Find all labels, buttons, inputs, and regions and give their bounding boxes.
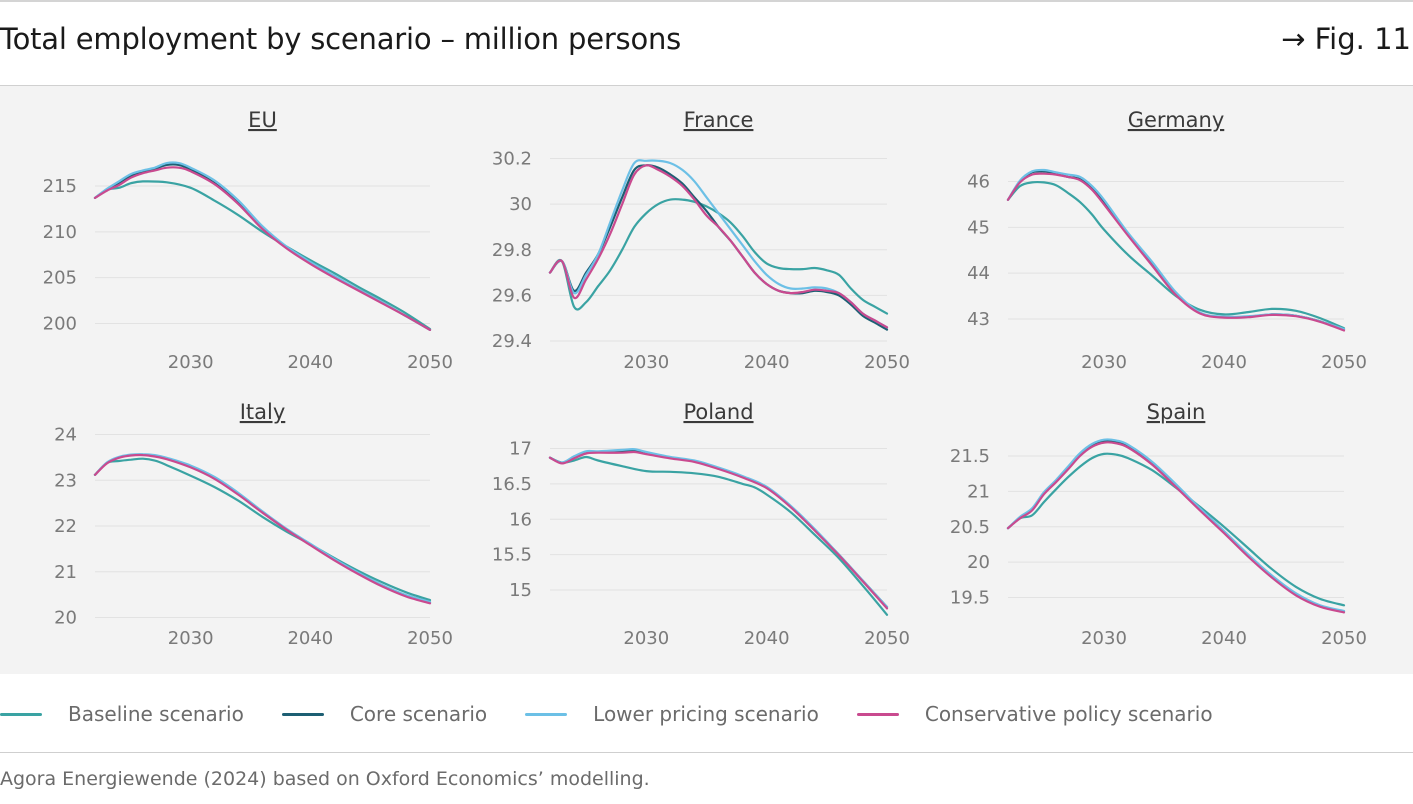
x-tick-label: 2030 xyxy=(1081,628,1127,649)
series-line-baseline-scenario xyxy=(1006,452,1346,607)
panel-poland: 15 15.5 16 16.5 17 2030 2040 2050 Poland xyxy=(492,400,910,649)
panel-title-france: France xyxy=(684,108,754,132)
x-tick-label: 2050 xyxy=(864,352,910,373)
y-tick-label: 20 xyxy=(54,608,77,629)
x-tick-label: 2040 xyxy=(287,628,333,649)
y-tick-label: 29.8 xyxy=(492,240,532,261)
y-tick-label: 46 xyxy=(967,172,990,193)
legend-item-baseline: Baseline scenario xyxy=(0,702,244,726)
legend-label-conservative: Conservative policy scenario xyxy=(924,702,1213,726)
y-tick-label: 29.4 xyxy=(492,331,532,352)
panel-title-italy: Italy xyxy=(240,400,286,424)
series-line-lower-pricing-scenario xyxy=(1006,168,1346,331)
panel-title-spain: Spain xyxy=(1147,400,1206,424)
y-tick-label: 200 xyxy=(43,314,77,335)
y-tick-label: 21.5 xyxy=(950,446,990,467)
legend-swatch-baseline xyxy=(0,712,42,716)
y-tick-label: 215 xyxy=(43,176,77,197)
legend-label-core: Core scenario xyxy=(349,702,488,726)
series-line-core-scenario xyxy=(1006,170,1346,331)
series-line-lower-pricing-scenario xyxy=(548,448,889,609)
y-tick-label: 30.2 xyxy=(492,149,532,170)
series-line-lower-pricing-scenario xyxy=(93,453,432,603)
figure-reference: → Fig. 11 xyxy=(1281,22,1411,56)
legend-swatch-conservative xyxy=(856,712,899,716)
series-line-conservative-policy-scenario xyxy=(93,166,432,331)
series-line-lower-pricing-scenario xyxy=(548,159,889,329)
y-tick-label: 30 xyxy=(509,194,532,215)
x-tick-label: 2030 xyxy=(1081,352,1127,373)
y-tick-label: 23 xyxy=(54,470,77,491)
panel-title-eu: EU xyxy=(248,108,277,132)
x-tick-label: 2040 xyxy=(1201,352,1247,373)
series-line-baseline-scenario xyxy=(93,180,432,331)
x-tick-label: 2050 xyxy=(1321,628,1367,649)
y-tick-label: 20 xyxy=(967,552,990,573)
x-tick-label: 2040 xyxy=(1201,628,1247,649)
x-tick-label: 2050 xyxy=(1321,352,1367,373)
y-tick-label: 24 xyxy=(54,425,77,446)
panel-eu: 200 205 210 215 2030 2040 2050 EU xyxy=(43,108,453,373)
panel-france: 29.4 29.6 29.8 30 30.2 2030 2040 2050 France xyxy=(492,108,910,373)
y-tick-label: 20.5 xyxy=(950,517,990,538)
x-tick-label: 2040 xyxy=(744,628,790,649)
bottom-rule xyxy=(0,752,1413,753)
y-tick-label: 29.6 xyxy=(492,285,532,306)
series-line-lower-pricing-scenario xyxy=(1006,438,1346,612)
y-tick-label: 21 xyxy=(54,562,77,583)
series-line-conservative-policy-scenario xyxy=(1006,172,1346,332)
page-title: Total employment by scenario – million p… xyxy=(0,22,682,56)
y-tick-label: 16.5 xyxy=(492,474,532,495)
series-line-conservative-policy-scenario xyxy=(93,453,432,605)
legend-item-lower-pricing: Lower pricing scenario xyxy=(525,702,819,726)
series-line-core-scenario xyxy=(93,163,432,331)
y-tick-label: 21 xyxy=(967,481,990,502)
panel-spain: 19.5 20 20.5 21 21.5 2030 2040 2050 Spain xyxy=(950,400,1367,649)
legend-swatch-core xyxy=(281,712,324,716)
panel-germany: 43 44 45 46 2030 2040 2050 Germany xyxy=(967,108,1367,373)
y-tick-label: 205 xyxy=(43,268,77,289)
y-tick-label: 16 xyxy=(509,509,532,530)
legend-item-conservative: Conservative policy scenario xyxy=(856,702,1213,726)
x-tick-label: 2050 xyxy=(407,352,453,373)
y-tick-label: 17 xyxy=(509,439,532,460)
series-line-conservative-policy-scenario xyxy=(1006,441,1346,614)
legend-label-baseline: Baseline scenario xyxy=(68,702,244,726)
legend-item-core: Core scenario xyxy=(281,702,488,726)
series-line-lower-pricing-scenario xyxy=(93,161,432,331)
panel-title-poland: Poland xyxy=(683,400,753,424)
y-tick-label: 44 xyxy=(967,263,990,284)
x-tick-label: 2050 xyxy=(407,628,453,649)
x-tick-label: 2050 xyxy=(864,628,910,649)
series-line-baseline-scenario xyxy=(548,455,889,616)
top-rule xyxy=(0,0,1413,2)
x-tick-label: 2040 xyxy=(744,352,790,373)
series-line-conservative-policy-scenario xyxy=(548,450,889,610)
series-line-conservative-policy-scenario xyxy=(548,164,889,329)
panel-italy: 20 21 22 23 24 2030 2040 2050 Italy xyxy=(54,400,453,649)
x-tick-label: 2040 xyxy=(287,352,333,373)
legend-swatch-lower-pricing xyxy=(525,712,568,716)
charts-panel xyxy=(0,85,1413,674)
y-tick-label: 43 xyxy=(967,309,990,330)
y-tick-label: 45 xyxy=(967,217,990,238)
y-tick-label: 22 xyxy=(54,516,77,537)
y-tick-label: 210 xyxy=(43,222,77,243)
x-tick-label: 2030 xyxy=(623,628,669,649)
x-tick-label: 2030 xyxy=(623,352,669,373)
series-line-baseline-scenario xyxy=(93,457,432,602)
source-note: Agora Energiewende (2024) based on Oxfor… xyxy=(0,768,650,790)
series-line-baseline-scenario xyxy=(1006,180,1346,330)
y-tick-label: 15 xyxy=(509,580,532,601)
x-tick-label: 2030 xyxy=(168,352,214,373)
legend-label-lower-pricing: Lower pricing scenario xyxy=(593,702,819,726)
x-tick-label: 2030 xyxy=(168,628,214,649)
series-line-core-scenario xyxy=(548,449,889,609)
y-tick-label: 19.5 xyxy=(950,588,990,609)
panel-title-germany: Germany xyxy=(1128,108,1225,132)
legend: Baseline scenario Core scenario Lower pr… xyxy=(0,700,1251,728)
y-tick-label: 15.5 xyxy=(492,545,532,566)
